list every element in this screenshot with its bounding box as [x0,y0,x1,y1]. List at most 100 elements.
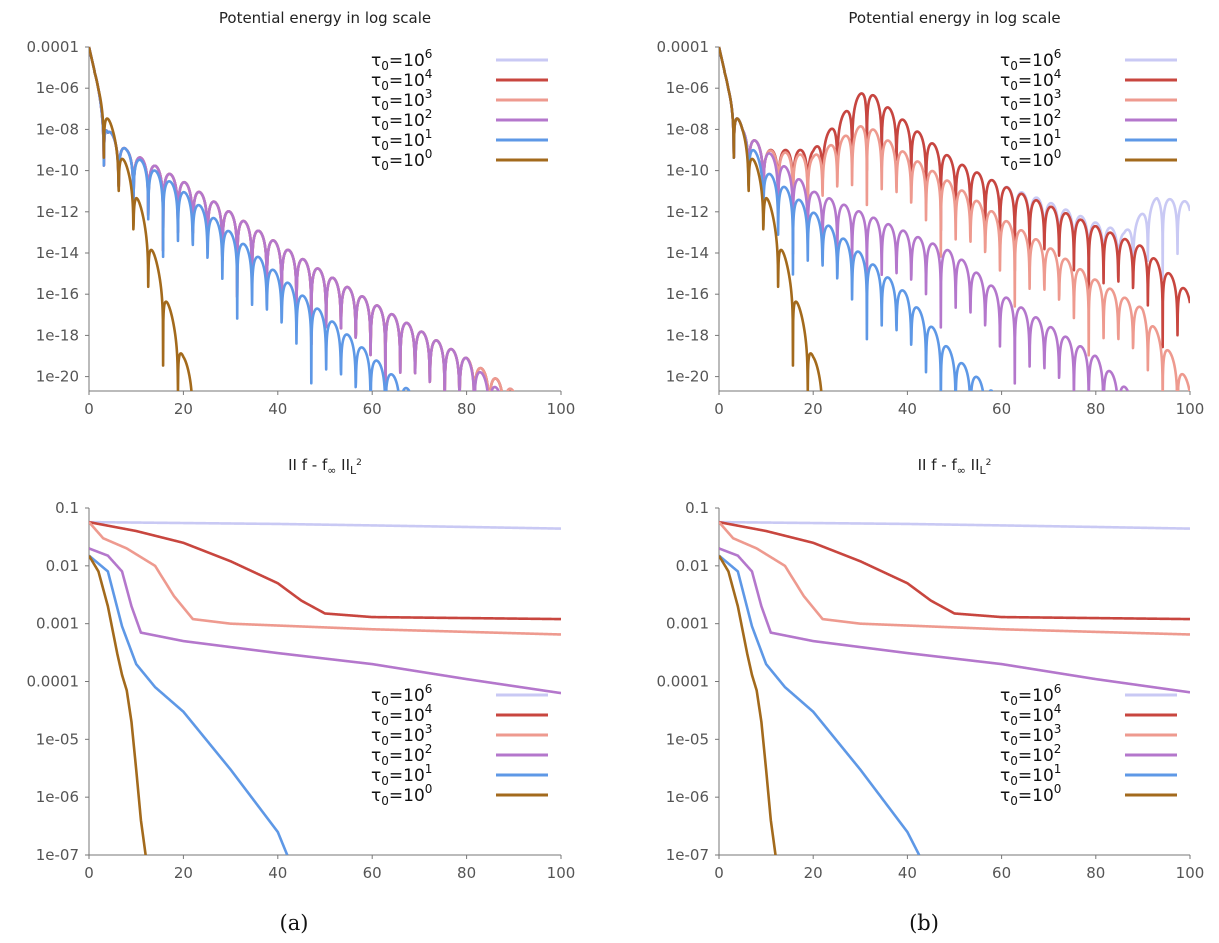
y-tick-label: 0.01 [676,557,709,575]
legend-label-1e1: τ0=101 [1000,762,1061,788]
y-tick-label: 1e-18 [36,326,79,344]
y-tick-label: 1e-16 [666,285,709,303]
y-tick-label: 0.1 [55,499,79,517]
y-tick-label: 1e-18 [666,326,709,344]
chart-panel-b-top: Potential energy in log scale 0 20 40 60 80 10… [657,9,1205,418]
x-tick-label: 0 [714,864,724,882]
legend-label-1e3: τ0=103 [371,722,432,748]
y-tick-label: 1e-12 [36,203,79,221]
y-tick-label: 1e-12 [666,203,709,221]
series-line-1e4 [719,46,1190,349]
x-tick-label: 40 [898,400,917,418]
y-tick-label: 1e-05 [666,730,709,748]
legend-label-1e3: τ0=103 [1000,87,1061,113]
legend-label-1e2: τ0=102 [371,107,432,133]
y-tick-label: 1e-14 [666,244,709,262]
y-tick-label: 0.0001 [27,38,80,56]
legend-label-1e1: τ0=101 [1000,127,1061,153]
y-tick-label: 0.001 [36,615,79,633]
x-tick-label: 80 [457,400,476,418]
x-tick-label: 80 [457,864,476,882]
y-tick-label: 1e-06 [666,788,709,806]
series-line-1e0 [719,46,823,391]
chart-title: II f - f∞ IIL2 [288,456,362,477]
x-tick-label: 0 [84,400,94,418]
y-tick-label: 1e-08 [666,120,709,138]
series-line-1e6 [719,520,1190,530]
legend-label-1e6: τ0=106 [1000,47,1061,73]
series-line-1e1 [719,554,921,855]
x-tick-label: 60 [363,864,382,882]
series-line-1e3 [719,521,1190,636]
legend-label-1e6: τ0=106 [371,682,432,708]
series-line-1e2 [719,46,1129,391]
y-tick-label: 0.01 [46,557,79,575]
x-tick-label: 40 [898,864,917,882]
y-tick-label: 1e-07 [666,846,709,864]
legend-label-1e4: τ0=104 [371,67,432,93]
x-tick-label: 100 [1176,400,1205,418]
series-line-1e0 [89,46,193,391]
series-line-1e2 [719,547,1190,694]
legend-label-1e2: τ0=102 [1000,107,1061,133]
legend-label-1e6: τ0=106 [371,47,432,73]
y-tick-label: 0.0001 [27,673,80,691]
x-tick-label: 60 [992,864,1011,882]
y-tick-label: 1e-08 [36,120,79,138]
y-tick-label: 0.0001 [657,38,710,56]
x-tick-label: 100 [1176,864,1205,882]
legend-label-1e0: τ0=100 [1000,782,1061,808]
series-line-1e4 [89,520,561,621]
x-tick-label: 0 [714,400,724,418]
legend-label-1e4: τ0=104 [1000,67,1061,93]
y-tick-label: 0.001 [666,615,709,633]
y-tick-label: 0.0001 [657,673,710,691]
series-line-1e1 [719,46,994,391]
series-line-1e6 [89,520,561,530]
chart-title: Potential energy in log scale [848,9,1060,27]
series-line-1e3 [719,46,1190,391]
legend-label-1e4: τ0=104 [1000,702,1061,728]
y-tick-label: 1e-06 [666,79,709,97]
x-tick-label: 40 [268,400,287,418]
series-line-1e2 [89,46,500,391]
series-line-1e4 [719,520,1190,621]
x-tick-label: 20 [174,400,193,418]
y-tick-label: 1e-16 [36,285,79,303]
series-line-1e3 [89,521,561,636]
y-tick-label: 1e-05 [36,730,79,748]
x-tick-label: 20 [174,864,193,882]
x-tick-label: 80 [1086,864,1105,882]
legend-label-1e2: τ0=102 [371,742,432,768]
x-tick-label: 100 [547,400,576,418]
x-tick-label: 40 [268,864,287,882]
series-line-1e2 [89,547,561,695]
chart-title: Potential energy in log scale [219,9,431,27]
x-tick-label: 80 [1086,400,1105,418]
chart-panel-b-bottom: II f - f∞ IIL2 0 20 40 60 80 100 0.1 0.01 0.001 0.… [657,456,1205,882]
y-tick-label: 0.1 [685,499,709,517]
series-line-1e1 [89,554,289,855]
y-tick-label: 1e-10 [666,162,709,180]
x-tick-label: 60 [363,400,382,418]
legend-label-1e0: τ0=100 [1000,147,1061,173]
chart-title: II f - f∞ IIL2 [918,456,992,477]
x-tick-label: 100 [547,864,576,882]
caption-a: (a) [280,911,309,935]
legend-label-1e1: τ0=101 [371,762,432,788]
y-tick-label: 1e-06 [36,79,79,97]
legend-label-1e1: τ0=101 [371,127,432,153]
legend-label-1e3: τ0=103 [1000,722,1061,748]
x-tick-label: 0 [84,864,94,882]
caption-b: (b) [909,911,939,935]
y-tick-label: 1e-06 [36,788,79,806]
legend-label-1e3: τ0=103 [371,87,432,113]
legend-label-1e2: τ0=102 [1000,742,1061,768]
y-tick-label: 1e-20 [666,368,709,386]
series-line-1e0 [719,554,777,855]
legend-label-1e0: τ0=100 [371,782,432,808]
y-tick-label: 1e-07 [36,846,79,864]
y-tick-label: 1e-10 [36,162,79,180]
chart-panel-a-top: Potential energy in log scale 0 20 40 60 80 10… [27,9,576,418]
